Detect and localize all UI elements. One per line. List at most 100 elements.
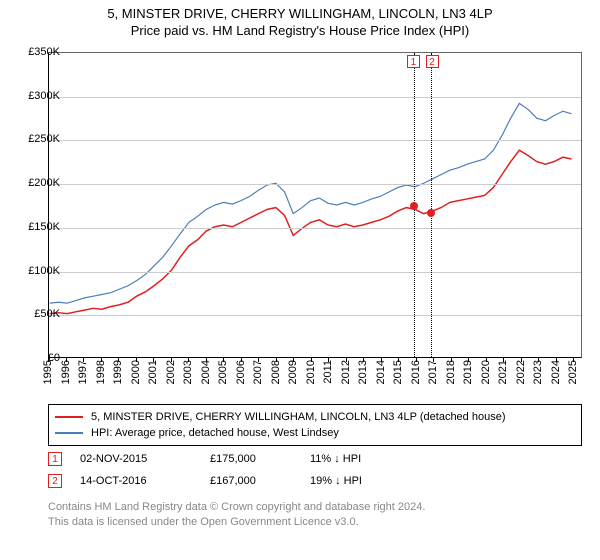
sale-date-1: 02-NOV-2015: [80, 453, 210, 465]
x-tick: [381, 358, 382, 362]
gridline: [49, 140, 581, 141]
x-tick: [293, 358, 294, 362]
x-tick-label: 2020: [480, 360, 492, 384]
footer-line-2: This data is licensed under the Open Gov…: [48, 515, 425, 530]
x-tick-label: 2005: [217, 360, 229, 384]
x-tick-label: 2024: [550, 360, 562, 384]
x-tick: [398, 358, 399, 362]
x-tick-label: 2013: [357, 360, 369, 384]
x-tick-label: 2016: [410, 360, 422, 384]
x-tick: [153, 358, 154, 362]
x-tick-label: 2010: [305, 360, 317, 384]
sale-box-1: 1: [407, 55, 420, 68]
sale-marker-2: 2: [48, 474, 62, 488]
footer: Contains HM Land Registry data © Crown c…: [48, 500, 425, 530]
x-tick: [258, 358, 259, 362]
legend-item-hpi: HPI: Average price, detached house, West…: [55, 425, 575, 441]
sale-price-2: £167,000: [210, 475, 310, 487]
y-tick-label: £150K: [28, 221, 60, 233]
x-tick-label: 2022: [515, 360, 527, 384]
sales-table: 1 02-NOV-2015 £175,000 11% ↓ HPI 2 14-OC…: [48, 448, 430, 492]
x-tick-label: 2006: [235, 360, 247, 384]
x-tick: [451, 358, 452, 362]
footer-line-1: Contains HM Land Registry data © Crown c…: [48, 500, 425, 515]
x-tick-label: 2017: [427, 360, 439, 384]
x-tick: [276, 358, 277, 362]
x-tick: [188, 358, 189, 362]
x-tick: [136, 358, 137, 362]
sale-box-2: 2: [426, 55, 439, 68]
series-property: [50, 150, 572, 313]
x-tick: [573, 358, 574, 362]
legend-label-property: 5, MINSTER DRIVE, CHERRY WILLINGHAM, LIN…: [91, 411, 505, 423]
x-tick: [101, 358, 102, 362]
plot-area: 12: [48, 52, 582, 358]
sale-vline-2: [431, 53, 432, 357]
line-series-svg: [49, 53, 581, 357]
x-tick-label: 2015: [392, 360, 404, 384]
x-tick: [538, 358, 539, 362]
sales-row-2: 2 14-OCT-2016 £167,000 19% ↓ HPI: [48, 470, 430, 492]
gridline: [49, 228, 581, 229]
x-tick-label: 2003: [182, 360, 194, 384]
y-tick-label: £100K: [28, 265, 60, 277]
x-tick: [118, 358, 119, 362]
x-tick-label: 1997: [77, 360, 89, 384]
x-tick: [241, 358, 242, 362]
gridline: [49, 184, 581, 185]
x-tick: [363, 358, 364, 362]
x-tick: [311, 358, 312, 362]
sale-delta-1: 11% ↓ HPI: [310, 453, 430, 465]
title-line-2: Price paid vs. HM Land Registry's House …: [0, 23, 600, 38]
y-tick-label: £200K: [28, 177, 60, 189]
x-tick: [223, 358, 224, 362]
x-tick-label: 1996: [60, 360, 72, 384]
x-tick-label: 2008: [270, 360, 282, 384]
legend-swatch-hpi: [55, 432, 83, 434]
x-tick: [556, 358, 557, 362]
x-tick-label: 1998: [95, 360, 107, 384]
sale-dot-2: [427, 209, 435, 217]
y-tick-label: £50K: [34, 308, 60, 320]
x-tick-label: 1995: [42, 360, 54, 384]
x-tick-label: 2018: [445, 360, 457, 384]
legend-item-property: 5, MINSTER DRIVE, CHERRY WILLINGHAM, LIN…: [55, 409, 575, 425]
x-tick-label: 2012: [340, 360, 352, 384]
sale-date-2: 14-OCT-2016: [80, 475, 210, 487]
legend-swatch-property: [55, 416, 83, 418]
x-tick-label: 1999: [112, 360, 124, 384]
x-tick: [521, 358, 522, 362]
x-tick-label: 2001: [147, 360, 159, 384]
sale-delta-2: 19% ↓ HPI: [310, 475, 430, 487]
title-line-1: 5, MINSTER DRIVE, CHERRY WILLINGHAM, LIN…: [0, 6, 600, 21]
y-tick-label: £300K: [28, 90, 60, 102]
chart-container: 5, MINSTER DRIVE, CHERRY WILLINGHAM, LIN…: [0, 0, 600, 560]
legend-box: 5, MINSTER DRIVE, CHERRY WILLINGHAM, LIN…: [48, 404, 582, 446]
x-tick: [328, 358, 329, 362]
x-tick: [346, 358, 347, 362]
y-tick-label: £350K: [28, 46, 60, 58]
legend-label-hpi: HPI: Average price, detached house, West…: [91, 427, 339, 439]
series-hpi: [50, 103, 572, 303]
gridline: [49, 97, 581, 98]
x-tick: [206, 358, 207, 362]
x-tick-label: 2002: [165, 360, 177, 384]
x-tick: [48, 358, 49, 362]
title-block: 5, MINSTER DRIVE, CHERRY WILLINGHAM, LIN…: [0, 0, 600, 38]
x-tick: [171, 358, 172, 362]
x-tick: [433, 358, 434, 362]
x-tick: [468, 358, 469, 362]
sale-marker-1: 1: [48, 452, 62, 466]
x-tick: [503, 358, 504, 362]
x-tick-label: 2019: [462, 360, 474, 384]
x-tick-label: 2014: [375, 360, 387, 384]
sale-dot-1: [410, 202, 418, 210]
x-tick-label: 2004: [200, 360, 212, 384]
x-tick-label: 2000: [130, 360, 142, 384]
sales-row-1: 1 02-NOV-2015 £175,000 11% ↓ HPI: [48, 448, 430, 470]
x-tick-label: 2021: [497, 360, 509, 384]
y-tick-label: £250K: [28, 133, 60, 145]
x-tick: [416, 358, 417, 362]
x-tick-label: 2007: [252, 360, 264, 384]
gridline: [49, 315, 581, 316]
